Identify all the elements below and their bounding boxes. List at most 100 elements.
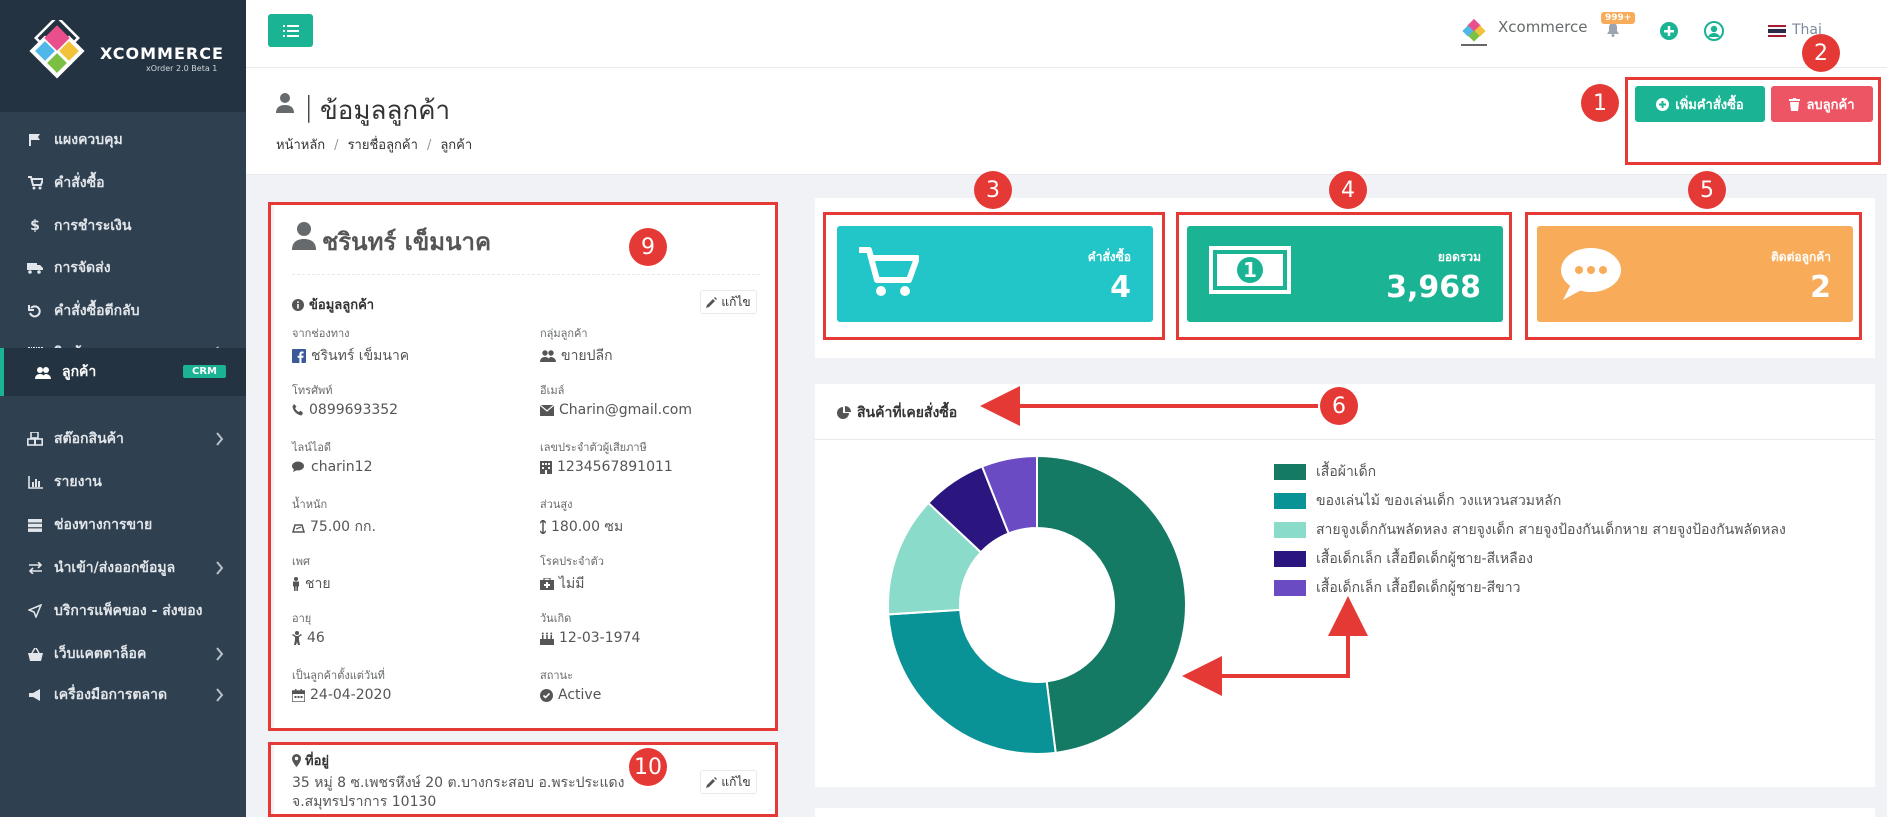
user-circle-icon[interactable] (1704, 21, 1724, 41)
field-value: Charin@gmail.com (559, 402, 692, 418)
field-value: 1234567891011 (557, 459, 673, 475)
brand-version: xOrder 2.0 Beta 1 (146, 64, 218, 73)
donut-chart[interactable] (887, 455, 1187, 755)
annotation-marker-4: 4 (1329, 171, 1367, 209)
undo-icon (24, 304, 46, 318)
field-line-id: ไลน์ไอดี charin12 (292, 438, 522, 475)
field-label: เลขประจำตัวผู้เสียภาษี (540, 441, 647, 454)
sidebar-item-orders[interactable]: คำสั่งซื้อ (0, 158, 246, 208)
sidebar-item-fulfillment[interactable]: บริการแพ็คของ - ส่งของ (0, 586, 246, 636)
plus-circle-icon[interactable] (1660, 22, 1678, 40)
xcommerce-small-logo-icon (1461, 18, 1487, 46)
legend-swatch (1274, 579, 1306, 596)
sidebar-item-returns[interactable]: คำสั่งซื้อตีกลับ (0, 286, 246, 336)
cubes-icon (24, 432, 46, 446)
field-label: ส่วนสูง (540, 498, 573, 511)
sidebar-item-channels[interactable]: ช่องทางการขาย (0, 500, 246, 550)
page-title: ข้อมูลลูกค้า (320, 96, 451, 126)
legend-item[interactable]: เสื้อผ้าเด็ก (1274, 457, 1786, 486)
sidebar-item-web-catalog[interactable]: เว็บแคตตาล็อค (0, 629, 246, 679)
legend-label: เสื้อเด็กเล็ก เสื้อยืดเด็กผู้ชาย-สีขาว (1316, 579, 1521, 596)
field-value: 180.00 ซม (551, 519, 624, 535)
crm-badge: CRM (183, 365, 226, 378)
sidebar-item-import-export[interactable]: นำเข้า/ส่งออกข้อมูล (0, 543, 246, 593)
legend-swatch (1274, 550, 1306, 567)
logo[interactable]: XCOMMERCE xOrder 2.0 Beta 1 (0, 0, 246, 112)
sidebar-item-label: รายงาน (54, 474, 102, 490)
notification-badge: 999+ (1601, 12, 1636, 24)
customer-info-heading: ข้อมูลลูกค้า (292, 294, 374, 315)
xcommerce-logo-icon (29, 20, 85, 79)
stat-contacts-value: 2 (1810, 270, 1831, 305)
donut-slice[interactable] (1036, 455, 1187, 754)
page-header: | ข้อมูลลูกค้า หน้าหลัก / รายชื่อลูกค้า / ลู… (246, 68, 1887, 175)
field-label: อีเมล์ (540, 384, 565, 397)
sidebar-item-shipping[interactable]: การจัดส่ง (0, 243, 246, 293)
field-status: สถานะ Active (540, 666, 770, 703)
sidebar-item-marketing[interactable]: เครื่องมือการตลาด (0, 670, 246, 720)
sidebar-item-label: นำเข้า/ส่งออกข้อมูล (54, 560, 176, 576)
chevron-right-icon (216, 647, 224, 661)
field-value: 12-03-1974 (559, 630, 641, 646)
field-value: charin12 (311, 459, 373, 475)
sidebar-item-label: บริการแพ็คของ - ส่งของ (54, 603, 203, 619)
donut-slice[interactable] (980, 455, 1038, 535)
field-value: ไม่มี (559, 576, 585, 592)
stat-orders-card[interactable]: คำสั่งซื้อ 4 (837, 226, 1153, 322)
stat-contacts-card[interactable]: ติดต่อลูกค้า 2 (1537, 226, 1853, 322)
donut-slice[interactable] (887, 608, 1057, 755)
annotation-marker-9: 9 (629, 228, 667, 266)
field-label: เป็นลูกค้าตั้งแต่วันที่ (292, 669, 385, 682)
sidebar: XCOMMERCE xOrder 2.0 Beta 1 แผงควบคุม คำ… (0, 0, 246, 817)
legend-swatch (1274, 492, 1306, 509)
facebook-icon (292, 349, 306, 363)
edit-info-button[interactable]: แก้ไข (700, 290, 757, 314)
field-value: ชาย (305, 576, 331, 592)
annotation-marker-3: 3 (974, 171, 1012, 209)
stat-total-label: ยอดรวม (1437, 250, 1481, 264)
sidebar-item-reports[interactable]: รายงาน (0, 457, 246, 507)
edit-address-button[interactable]: แก้ไข (700, 770, 757, 794)
legend-label: สายจูงเด็กกันพลัดหลง สายจูงเด็ก สายจูงป้… (1316, 521, 1786, 538)
stat-total-value: 3,968 (1386, 270, 1481, 305)
breadcrumb-home[interactable]: หน้าหลัก (276, 138, 326, 153)
phone-icon (292, 404, 303, 416)
sidebar-item-dashboard[interactable]: แผงควบคุม (0, 115, 246, 165)
male-icon (293, 577, 299, 591)
delete-customer-button[interactable]: ลบลูกค้า (1771, 86, 1873, 122)
sidebar-item-label: สต๊อกสินค้า (54, 431, 124, 447)
sidebar-item-payments[interactable]: $ การชำระเงิน (0, 201, 246, 251)
field-value: ชรินทร์ เข็มนาค (311, 348, 410, 364)
scale-icon (292, 523, 305, 533)
delete-customer-label: ลบลูกค้า (1806, 97, 1855, 113)
bullhorn-icon (24, 688, 46, 702)
legend-item[interactable]: เสื้อเด็กเล็ก เสื้อยืดเด็กผู้ชาย-สีขาว (1274, 573, 1786, 602)
brand-name: XCOMMERCE (100, 44, 224, 63)
annotation-marker-1: 1 (1581, 84, 1619, 122)
chevron-right-icon (216, 561, 224, 575)
svg-text:1: 1 (1243, 258, 1257, 282)
truck-icon (24, 262, 46, 274)
stat-contacts-label: ติดต่อลูกค้า (1771, 250, 1831, 264)
sidebar-toggle-button[interactable] (268, 14, 313, 47)
field-customer-group: กลุ่มลูกค้า ขายปลีก (540, 324, 770, 367)
stat-total-card[interactable]: 1 ยอดรวม 3,968 (1187, 226, 1503, 322)
breadcrumb-customer-list[interactable]: รายชื่อลูกค้า (347, 138, 418, 153)
field-label: วันเกิด (540, 612, 572, 625)
chevron-right-icon (216, 688, 224, 702)
sidebar-item-label: เว็บแคตตาล็อค (54, 646, 147, 662)
customer-profile-panel: ชรินทร์ เข็มนาค ข้อมูลลูกค้า แก้ไข จากช่… (274, 204, 778, 729)
add-order-button[interactable]: เพิ่มคำสั่งซื้อ (1635, 86, 1765, 122)
sidebar-item-label: การชำระเงิน (54, 218, 132, 234)
sidebar-item-customers[interactable]: ลูกค้า CRM (0, 348, 246, 396)
address-line-2: จ.สมุทรปราการ 10130 (292, 794, 437, 810)
field-value: Active (558, 687, 602, 703)
legend-item[interactable]: สายจูงเด็กกันพลัดหลง สายจูงเด็ก สายจูงป้… (1274, 515, 1786, 544)
legend-item[interactable]: ของเล่นไม้ ของเล่นเด็ก วงแหวนสวมหลัก (1274, 486, 1786, 515)
legend-item[interactable]: เสื้อเด็กเล็ก เสื้อยืดเด็กผู้ชาย-สีเหลือ… (1274, 544, 1786, 573)
bell-icon[interactable] (1606, 22, 1620, 37)
sidebar-item-stock[interactable]: สต๊อกสินค้า (0, 414, 246, 464)
legend-swatch (1274, 463, 1306, 480)
comment-icon (1561, 248, 1621, 300)
top-brand-label[interactable]: Xcommerce (1498, 18, 1588, 36)
